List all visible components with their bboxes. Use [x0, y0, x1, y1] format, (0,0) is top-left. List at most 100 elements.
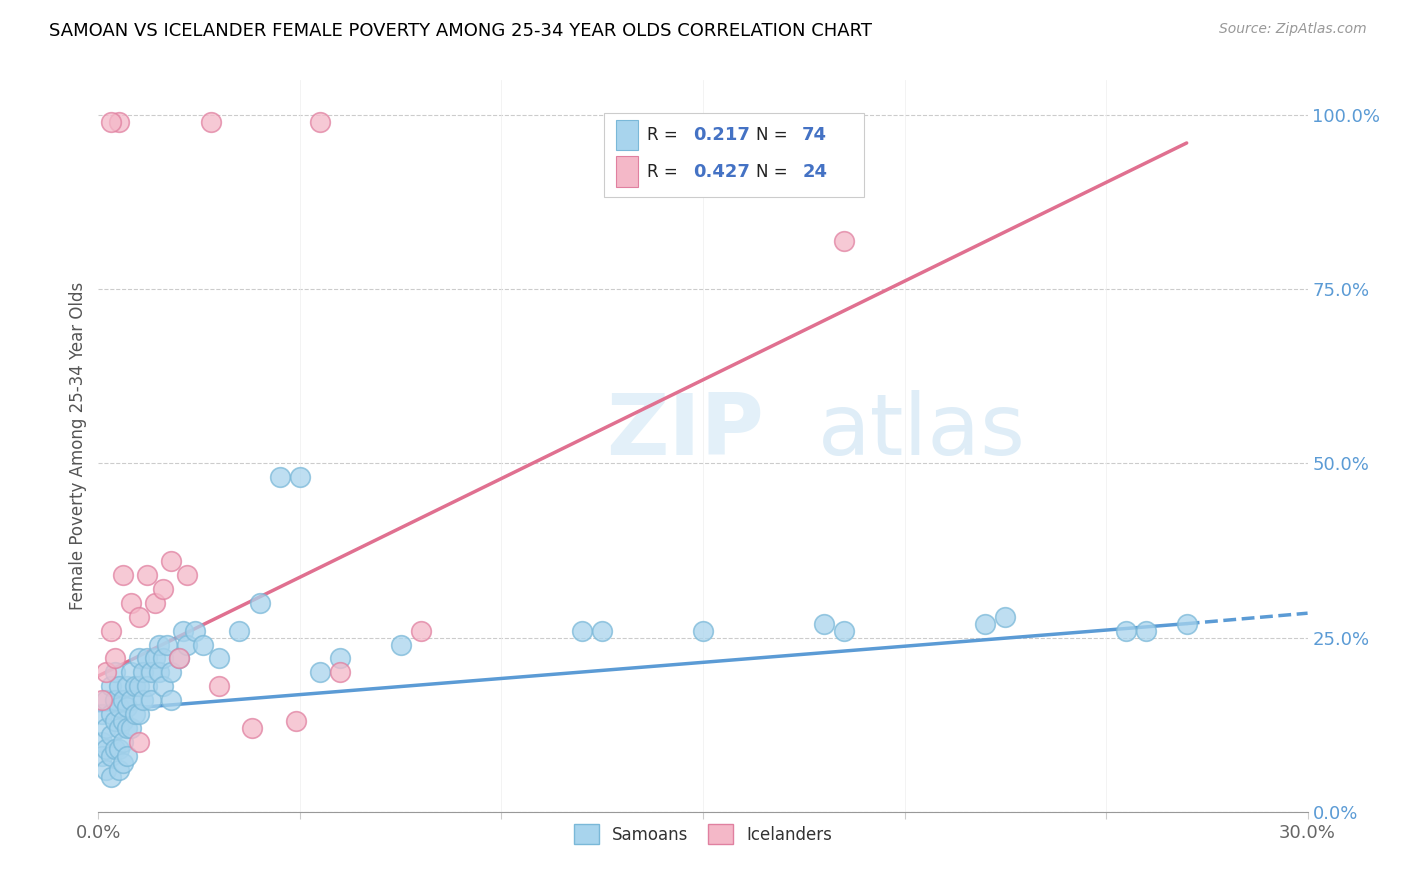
Point [269, 470, 291, 484]
Point [115, 721, 138, 735]
Point [832, 234, 855, 248]
Point [994, 609, 1017, 624]
Point [96, 665, 118, 680]
Point [100, 770, 122, 784]
Text: N =: N = [756, 126, 793, 145]
Bar [616, 120, 638, 151]
Point [91, 735, 114, 749]
Point [128, 735, 150, 749]
Point [100, 728, 122, 742]
Point [103, 742, 125, 756]
Point [1175, 616, 1198, 631]
FancyBboxPatch shape [603, 113, 863, 197]
Point [111, 735, 134, 749]
Point [107, 700, 129, 714]
Text: atlas: atlas [818, 390, 1026, 473]
Point [120, 665, 142, 680]
Point [184, 624, 207, 638]
Point [91, 749, 114, 764]
Point [176, 638, 198, 652]
Point [91, 693, 114, 707]
Text: 0.427: 0.427 [693, 162, 751, 181]
Point [100, 707, 122, 722]
Point [103, 665, 125, 680]
Point [128, 679, 150, 693]
Point [107, 679, 129, 693]
Text: 0.217: 0.217 [693, 126, 751, 145]
Point [160, 693, 183, 707]
Point [91, 707, 114, 722]
Point [111, 756, 134, 770]
Point [96, 721, 118, 735]
Y-axis label: Female Poverty Among 25-34 Year Olds: Female Poverty Among 25-34 Year Olds [69, 282, 87, 610]
Point [107, 742, 129, 756]
Point [128, 651, 150, 665]
Text: N =: N = [756, 162, 793, 181]
Point [152, 679, 174, 693]
Point [1115, 624, 1137, 638]
Point [389, 638, 412, 652]
Point [143, 651, 166, 665]
Point [135, 651, 157, 665]
Point [148, 665, 170, 680]
Text: Source: ZipAtlas.com: Source: ZipAtlas.com [1219, 22, 1367, 37]
Text: R =: R = [647, 126, 683, 145]
Point [100, 624, 122, 638]
Point [193, 638, 215, 652]
Point [111, 567, 134, 582]
Point [132, 693, 155, 707]
Point [813, 616, 835, 631]
Point [228, 624, 250, 638]
Point [124, 707, 146, 722]
Point [115, 749, 138, 764]
Point [329, 651, 352, 665]
Point [152, 651, 174, 665]
Point [96, 693, 118, 707]
Point [832, 624, 855, 638]
Point [143, 596, 166, 610]
Point [115, 679, 138, 693]
Point [208, 679, 231, 693]
Point [571, 624, 593, 638]
Point [692, 624, 714, 638]
Point [96, 742, 118, 756]
Point [100, 115, 122, 129]
Point [128, 707, 150, 722]
Point [120, 693, 142, 707]
Text: 24: 24 [803, 162, 827, 181]
Point [200, 115, 222, 129]
Point [176, 567, 198, 582]
Point [111, 714, 134, 728]
Point [309, 665, 332, 680]
Point [974, 616, 997, 631]
Text: 74: 74 [803, 126, 827, 145]
Point [103, 651, 125, 665]
Point [124, 679, 146, 693]
Point [167, 651, 190, 665]
Point [309, 115, 332, 129]
Point [249, 596, 271, 610]
Point [107, 721, 129, 735]
Point [115, 700, 138, 714]
Point [135, 679, 157, 693]
Text: R =: R = [647, 162, 683, 181]
Point [139, 693, 162, 707]
Point [107, 115, 129, 129]
Point [284, 714, 307, 728]
Point [111, 693, 134, 707]
Point [96, 763, 118, 777]
Point [288, 470, 311, 484]
Text: SAMOAN VS ICELANDER FEMALE POVERTY AMONG 25-34 YEAR OLDS CORRELATION CHART: SAMOAN VS ICELANDER FEMALE POVERTY AMONG… [49, 22, 872, 40]
Point [107, 763, 129, 777]
Point [132, 665, 155, 680]
Point [103, 714, 125, 728]
Point [409, 624, 432, 638]
Point [120, 596, 142, 610]
Point [240, 721, 263, 735]
Point [160, 665, 183, 680]
Text: ZIP: ZIP [606, 390, 763, 473]
Point [100, 749, 122, 764]
Point [100, 679, 122, 693]
Point [172, 624, 194, 638]
Point [148, 638, 170, 652]
